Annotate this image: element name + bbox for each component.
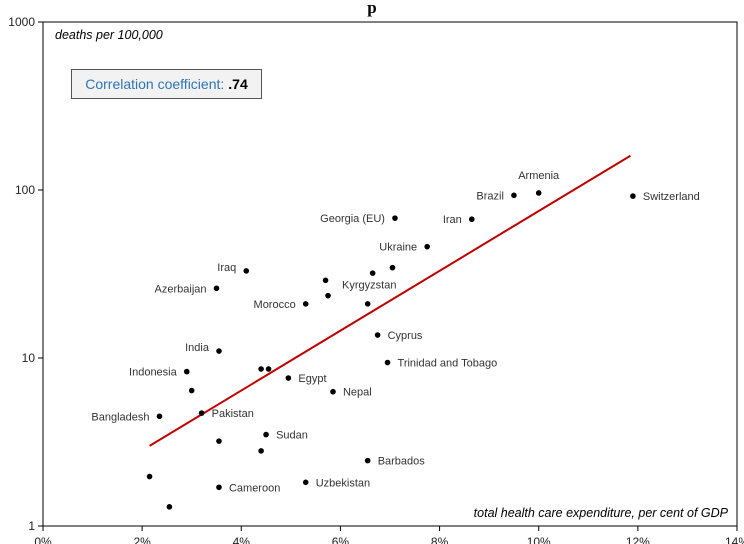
data-point: [285, 375, 292, 381]
y-axis-ticks: 1 10 100 1000: [8, 15, 43, 533]
data-point: [146, 473, 153, 480]
x-tick-label: 0%: [34, 535, 52, 544]
point-label: Iraq: [217, 262, 236, 274]
point-label: Sudan: [276, 430, 308, 442]
point-label: Switzerland: [643, 191, 700, 203]
y-tick-label: 100: [15, 183, 35, 197]
x-axis-label: total health care expenditure, per cent …: [474, 506, 729, 520]
point-label: Pakistan: [212, 408, 254, 420]
y-tick-label: 10: [22, 351, 36, 365]
correlation-value: .74: [228, 76, 248, 92]
point-label: Egypt: [298, 373, 326, 385]
data-point: [258, 448, 264, 454]
trend-line: [149, 154, 631, 447]
y-axis-label: deaths per 100,000: [55, 28, 163, 42]
point-label: Georgia (EU): [320, 213, 385, 225]
point-label: Uzbekistan: [316, 477, 370, 489]
x-tick-label: 14%: [725, 535, 744, 544]
data-point: [364, 457, 371, 464]
x-tick-label: 6%: [332, 535, 350, 544]
x-tick-label: 10%: [527, 535, 551, 544]
data-point: [511, 192, 517, 199]
data-point: [302, 301, 309, 307]
data-point: [330, 388, 336, 395]
x-axis-ticks: 0% 2% 4% 6% 8% 10% 12% 14%: [34, 526, 744, 544]
point-labels: Switzerland Armenia Brazil Iran Georgia (EU)…: [91, 170, 699, 494]
point-label: India: [185, 342, 210, 354]
point-label: Indonesia: [129, 367, 178, 379]
data-point: [389, 264, 396, 271]
x-tick-label: 12%: [626, 535, 650, 544]
point-label: Ukraine: [379, 242, 417, 254]
data-point: [156, 413, 163, 420]
x-tick-label: 8%: [431, 535, 449, 544]
x-tick-label: 2%: [133, 535, 151, 544]
data-point: [322, 277, 329, 284]
point-label: Cyprus: [388, 330, 423, 342]
point-label: Barbados: [378, 456, 426, 468]
point-label: Morocco: [254, 299, 296, 311]
data-points: [146, 190, 636, 510]
data-point: [258, 366, 264, 372]
data-point: [188, 387, 195, 394]
point-label: Iran: [443, 214, 462, 226]
point-label: Cameroon: [229, 482, 280, 494]
data-point: [424, 243, 430, 250]
point-label: Bangladesh: [91, 411, 149, 423]
point-label: Nepal: [343, 387, 372, 399]
correlation-label: Correlation coefficient:: [85, 76, 225, 92]
data-point: [166, 504, 173, 510]
data-point: [265, 366, 272, 372]
point-label: Trinidad and Tobago: [398, 358, 498, 370]
point-label: Azerbaijan: [155, 283, 207, 295]
data-point: [216, 348, 222, 354]
correlation-box: Correlation coefficient: .74: [71, 69, 262, 99]
x-tick-label: 4%: [233, 535, 251, 544]
data-point: [392, 215, 398, 221]
point-label: Kyrgyzstan: [342, 280, 396, 292]
chart-title: p: [367, 0, 376, 17]
data-point: [183, 368, 190, 375]
data-point: [468, 216, 475, 223]
data-point: [243, 268, 250, 274]
data-point: [216, 484, 222, 491]
point-label: Brazil: [476, 190, 504, 202]
data-point: [364, 301, 371, 307]
data-point: [630, 193, 636, 199]
y-tick-label: 1000: [8, 15, 35, 29]
point-label: Armenia: [518, 170, 560, 182]
data-point: [384, 359, 391, 366]
data-point: [535, 190, 542, 196]
data-point: [302, 479, 309, 486]
data-point: [198, 410, 205, 416]
data-point: [216, 438, 222, 444]
data-point: [369, 270, 376, 276]
data-point: [325, 292, 331, 299]
y-tick-label: 1: [28, 519, 35, 533]
data-point: [213, 285, 220, 292]
data-point: [374, 332, 381, 338]
data-point: [263, 431, 269, 438]
plot-area: [42, 21, 738, 527]
